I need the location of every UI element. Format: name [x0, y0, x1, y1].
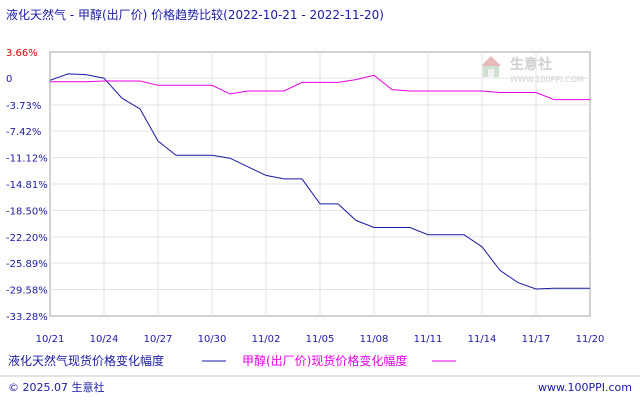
- y-tick-label: -29.58%: [6, 286, 48, 297]
- x-tick-label: 11/14: [468, 334, 497, 345]
- watermark-logo-icon: [481, 56, 501, 77]
- watermark-brand: 生意社: [510, 56, 552, 73]
- y-tick-label: -22.20%: [6, 233, 48, 244]
- x-tick-label: 11/20: [576, 334, 605, 345]
- chart-title: 液化天然气 - 甲醇(出厂价) 价格趋势比较(2022-10-21 - 2022…: [6, 7, 384, 22]
- x-tick-label: 11/05: [306, 334, 335, 345]
- y-tick-label: -25.89%: [6, 259, 48, 270]
- x-tick-label: 10/21: [36, 334, 65, 345]
- x-tick-label: 10/30: [198, 334, 227, 345]
- gridlines: [50, 52, 590, 316]
- x-tick-label: 11/02: [252, 334, 281, 345]
- y-axis-ticks: 3.66% 0 -3.73% -7.42% -11.12% -14.81% -18.50% -…: [6, 48, 48, 323]
- legend-label-methanol: 甲醇(出厂价)现货价格变化幅度: [242, 353, 407, 368]
- x-tick-label: 11/11: [414, 334, 443, 345]
- y-tick-label: 3.66%: [6, 48, 38, 59]
- x-tick-label: 10/24: [90, 334, 119, 345]
- footer-copyright: © 2025.07 生意社: [8, 380, 104, 394]
- x-tick-label: 11/08: [360, 334, 389, 345]
- series-layer: [49, 73, 590, 290]
- series-line-lng: [49, 73, 590, 290]
- watermark: 生意社 WWW.100PPI.COM: [481, 56, 584, 84]
- footer-site-link[interactable]: www.100PPI.com: [538, 381, 632, 394]
- y-tick-label: -7.42%: [6, 127, 41, 138]
- y-tick-label: -33.28%: [6, 312, 48, 323]
- y-tick-label: -14.81%: [6, 180, 48, 191]
- legend: 液化天然气现货价格变化幅度 甲醇(出厂价)现货价格变化幅度: [8, 353, 456, 368]
- series-line-methanol: [50, 74, 590, 101]
- y-tick-label: -11.12%: [6, 154, 48, 165]
- x-tick-label: 11/17: [522, 334, 551, 345]
- x-tick-label: 10/27: [144, 334, 173, 345]
- legend-label-lng: 液化天然气现货价格变化幅度: [8, 353, 164, 368]
- y-tick-label: -3.73%: [6, 101, 41, 112]
- x-axis-ticks: 10/21 10/24 10/27 10/30 11/02 11/05 11/08 11/11…: [36, 334, 605, 345]
- y-tick-label: 0: [6, 74, 12, 85]
- y-tick-label: -18.50%: [6, 206, 48, 217]
- watermark-url: WWW.100PPI.COM: [510, 75, 584, 84]
